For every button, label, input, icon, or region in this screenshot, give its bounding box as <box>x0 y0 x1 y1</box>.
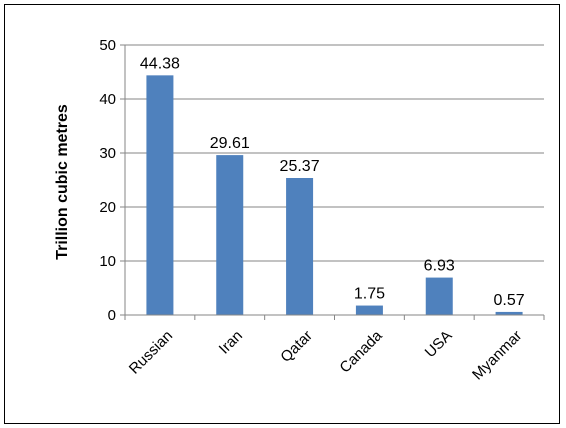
x-tick-label-iran: Iran <box>216 327 246 357</box>
x-axis-ticks: Russian Iran Qatar Canada USA Myanmar <box>124 315 545 383</box>
bars <box>146 75 523 316</box>
data-labels: 44.38 29.61 25.37 1.75 6.93 0.57 <box>140 55 525 309</box>
y-tick-label: 0 <box>108 307 116 324</box>
x-tick-label-usa: USA <box>422 327 456 361</box>
bar-usa <box>425 277 453 315</box>
y-tick-label: 10 <box>99 253 116 270</box>
chart-frame: 0 10 20 30 40 50 44.38 29.61 25.37 1.75 6.93 0.57 … <box>4 4 560 424</box>
x-tick-label-qatar: Qatar <box>277 327 316 366</box>
data-label-iran: 29.61 <box>210 135 250 152</box>
data-label-russian: 44.38 <box>140 55 180 72</box>
bar-russian <box>146 75 174 316</box>
gridlines <box>125 44 544 262</box>
y-axis-label: Trillion cubic metres <box>54 104 71 260</box>
x-tick-label-russian: Russian <box>126 327 176 377</box>
y-tick-label: 30 <box>99 145 116 162</box>
y-tick-label: 20 <box>99 199 116 216</box>
y-tick-label: 50 <box>99 37 116 54</box>
bar-qatar <box>286 178 314 315</box>
bar-myanmar <box>495 311 523 315</box>
y-tick-label: 40 <box>99 91 116 108</box>
data-label-myanmar: 0.57 <box>494 292 525 309</box>
data-label-qatar: 25.37 <box>280 158 320 175</box>
x-tick-label-myanmar: Myanmar <box>469 327 525 383</box>
bar-iran <box>216 155 244 315</box>
x-tick-label-canada: Canada <box>336 327 386 377</box>
y-axis-ticks: 0 10 20 30 40 50 <box>99 37 125 324</box>
data-label-canada: 1.75 <box>354 286 385 303</box>
data-label-usa: 6.93 <box>424 258 455 275</box>
bar-canada <box>355 305 383 315</box>
